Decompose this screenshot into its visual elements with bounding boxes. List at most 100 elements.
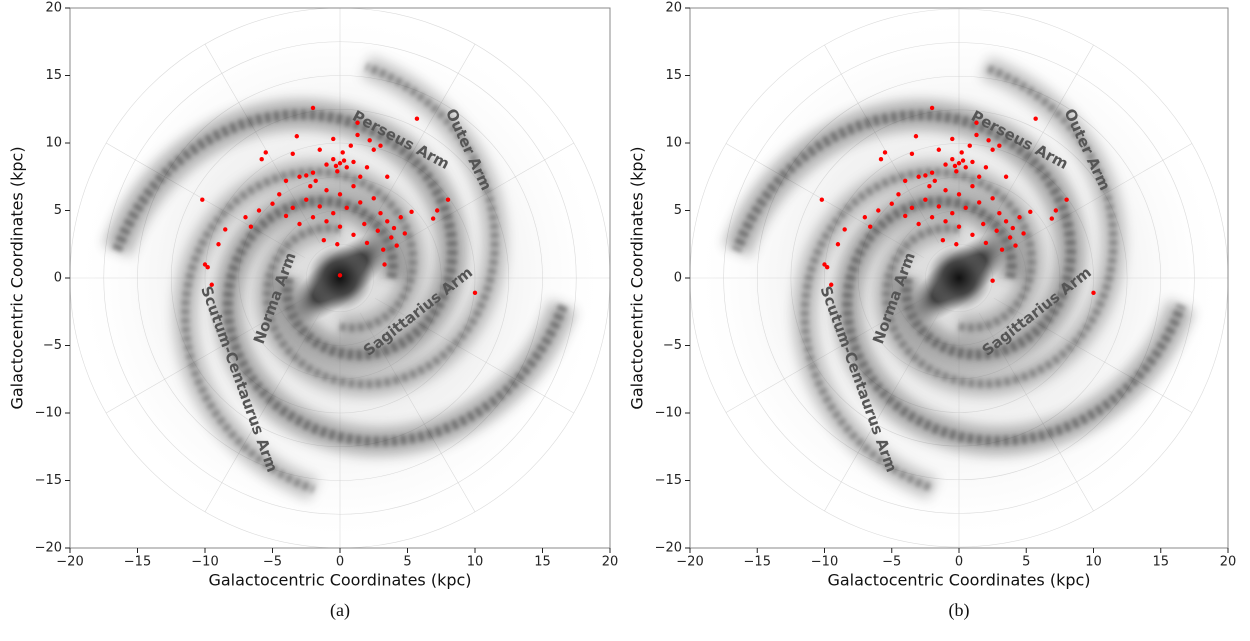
point [398, 215, 403, 220]
point [358, 200, 363, 205]
point [304, 173, 309, 178]
point [956, 224, 962, 229]
point [294, 134, 299, 139]
point [868, 224, 873, 229]
point [1013, 243, 1018, 248]
point [430, 216, 436, 221]
bulge [926, 245, 992, 311]
point [1003, 174, 1009, 179]
y-tick-label: 5 [674, 203, 682, 218]
polar-spoke [993, 297, 1193, 413]
point [943, 162, 948, 167]
point [290, 205, 295, 210]
point [385, 174, 390, 179]
point [200, 197, 205, 202]
point [223, 227, 228, 232]
point [1033, 116, 1038, 121]
bulge [307, 245, 373, 311]
point [983, 240, 989, 246]
point [974, 120, 979, 125]
x-tick-label: −10 [191, 555, 218, 570]
point [378, 211, 383, 216]
y-tick-label: 10 [45, 136, 62, 151]
x-tick-label: 20 [1220, 555, 1237, 570]
x-tick-label: −20 [56, 555, 83, 570]
x-tick-label: 5 [403, 555, 411, 570]
point [835, 242, 841, 247]
point [310, 215, 316, 220]
point [876, 208, 881, 213]
point [950, 157, 955, 162]
point [943, 188, 948, 193]
x-tick-label: 10 [1085, 555, 1102, 570]
y-axis-label: Galactocentric Coordinates (kpc) [8, 146, 27, 409]
point [956, 161, 962, 166]
point [472, 290, 478, 296]
point [913, 134, 919, 139]
point [829, 282, 834, 287]
point [375, 228, 380, 233]
point [1091, 290, 1096, 296]
point [1028, 209, 1033, 215]
point [923, 173, 928, 178]
point [409, 209, 414, 215]
points [200, 105, 478, 296]
point [986, 138, 991, 143]
point [999, 247, 1005, 252]
point [943, 219, 948, 224]
polar-spoke [106, 142, 306, 259]
point [822, 262, 827, 267]
point [310, 170, 316, 175]
point [362, 221, 367, 227]
point [960, 158, 966, 163]
point [932, 178, 937, 183]
point [259, 157, 264, 162]
point [248, 224, 254, 229]
point [389, 235, 394, 240]
spiral-arm [731, 109, 1076, 360]
point [1021, 231, 1026, 236]
y-axis-label: Galactocentric Coordinates (kpc) [628, 146, 647, 409]
point [896, 192, 901, 197]
spiral-arm [263, 62, 499, 389]
point [990, 147, 995, 152]
point [371, 196, 376, 201]
point [929, 105, 935, 111]
point [954, 169, 959, 174]
y-tick-label: 0 [674, 271, 682, 286]
point [337, 273, 343, 278]
point [994, 228, 999, 233]
y-tick-label: −20 [35, 541, 62, 556]
y-tick-label: −15 [655, 473, 682, 488]
point [862, 215, 868, 220]
point [963, 165, 968, 170]
point [916, 221, 921, 227]
polar-spoke [725, 143, 925, 259]
point [216, 242, 221, 247]
point [916, 174, 921, 179]
point [263, 150, 268, 155]
x-tick-label: −10 [811, 555, 838, 570]
y-tick-label: −5 [43, 338, 62, 353]
point [371, 147, 376, 152]
point [270, 201, 275, 206]
point [819, 197, 825, 202]
point [340, 150, 345, 155]
point [355, 120, 360, 125]
point [381, 247, 386, 252]
point [956, 192, 962, 197]
point [378, 143, 383, 148]
point [355, 132, 360, 138]
point [1007, 235, 1013, 240]
y-tick-label: −15 [35, 473, 62, 488]
point [997, 143, 1002, 148]
point [976, 200, 982, 205]
point [313, 178, 318, 183]
point [983, 165, 989, 170]
point [936, 204, 942, 209]
